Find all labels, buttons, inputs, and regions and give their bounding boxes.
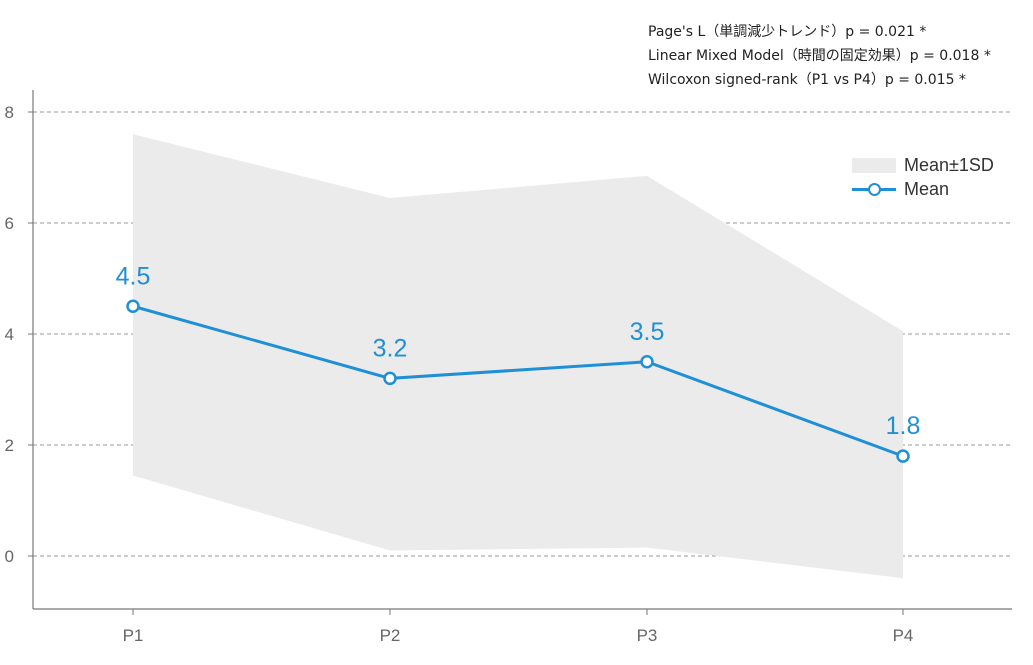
stat-line-lmm: Linear Mixed Model（時間の固定効果）p = 0.018 * [648, 48, 991, 64]
data-label-p4: 1.8 [886, 412, 921, 440]
legend-item-mean: Mean [852, 177, 994, 201]
legend-mean-label: Mean [904, 178, 950, 199]
ytick-label-4: 4 [5, 325, 14, 344]
legend-band-swatch [852, 157, 896, 173]
mean-point-p4 [896, 449, 910, 463]
xtick-label-p4: P4 [893, 626, 914, 645]
sd-band-area [133, 134, 903, 579]
sd-band [133, 134, 903, 579]
axes: 0 2 4 6 8 P1 P2 P3 P4 [5, 90, 1012, 645]
legend: Mean±1SD Mean [852, 153, 994, 201]
ytick-label-2: 2 [5, 436, 14, 455]
data-label-p3: 3.5 [630, 318, 665, 346]
ytick-label-6: 6 [5, 214, 14, 233]
mean-point-p3 [640, 355, 654, 369]
xtick-label-p3: P3 [637, 626, 658, 645]
stat-line-pages-l: Page's L（単調減少トレンド）p = 0.021 * [648, 24, 927, 40]
stat-test-annotations: Page's L（単調減少トレンド）p = 0.021 * Linear Mix… [648, 20, 991, 92]
ytick-label-0: 0 [5, 547, 14, 566]
data-label-p2: 3.2 [373, 334, 408, 362]
xtick-label-p1: P1 [123, 626, 144, 645]
mean-series [126, 299, 910, 463]
legend-item-band: Mean±1SD [852, 153, 994, 177]
legend-band-label: Mean±1SD [904, 154, 994, 175]
data-labels: 4.5 3.2 3.5 1.8 [116, 262, 921, 440]
stat-line-wilcoxon: Wilcoxon signed-rank（P1 vs P4）p = 0.015 … [648, 72, 966, 88]
xtick-label-p2: P2 [380, 626, 401, 645]
data-label-p1: 4.5 [116, 262, 151, 290]
mean-line [132, 304, 904, 458]
mean-point-p1 [126, 299, 140, 313]
legend-mean-swatch [852, 182, 896, 197]
mean-point-p2 [383, 371, 397, 386]
ytick-label-8: 8 [5, 103, 14, 122]
